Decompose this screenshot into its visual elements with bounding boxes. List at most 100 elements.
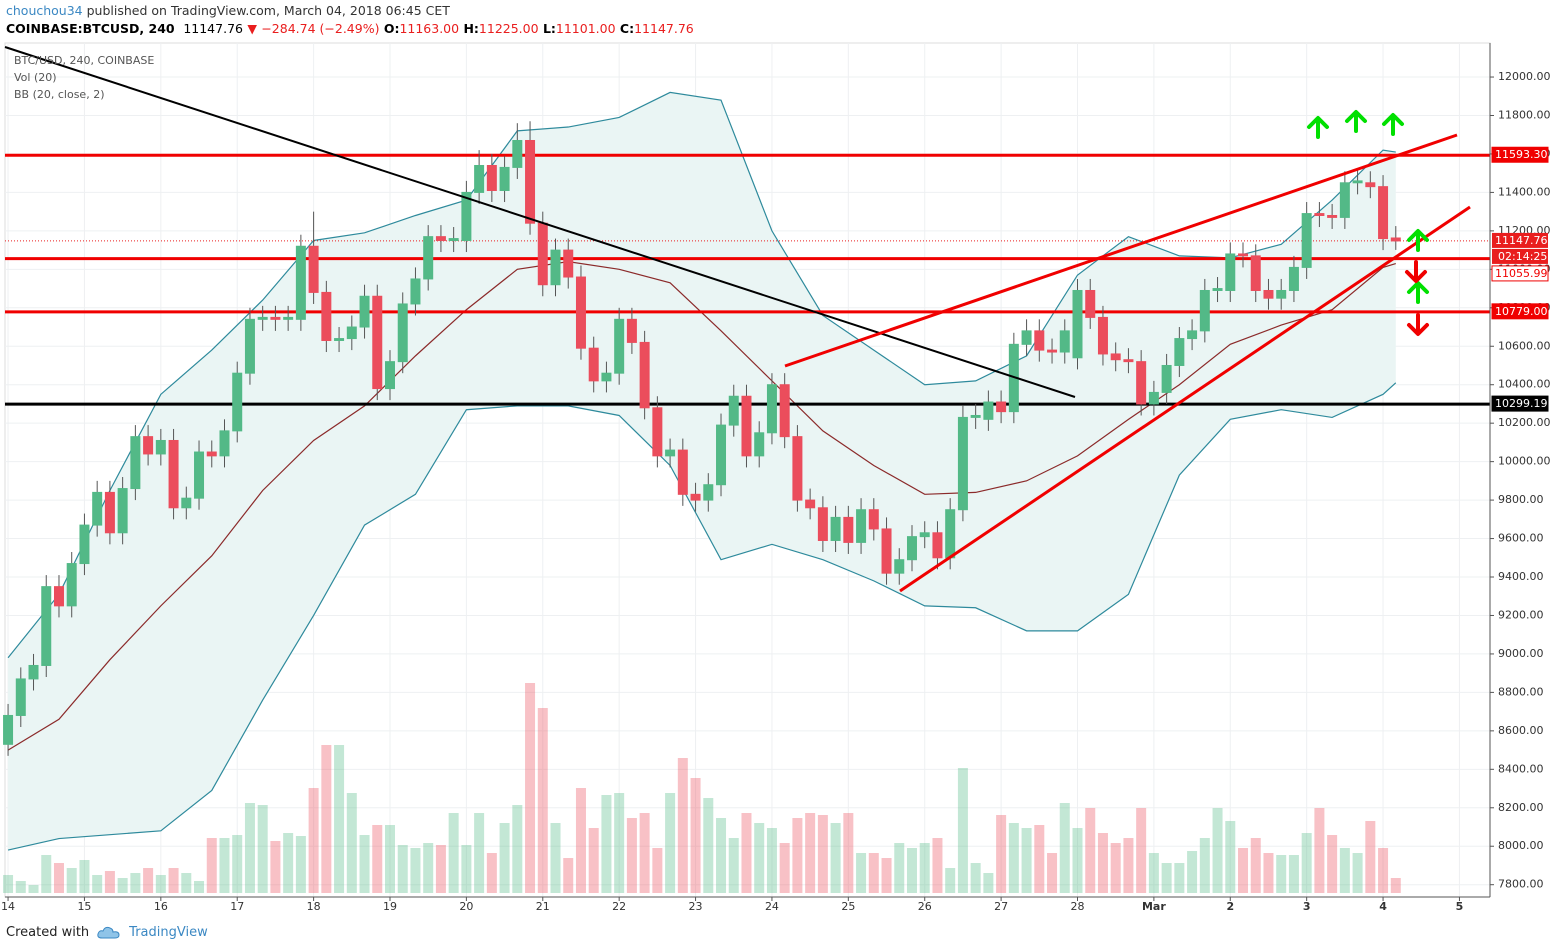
candle-body — [1288, 266, 1299, 291]
volume-bar — [1339, 848, 1350, 893]
candle-body — [181, 497, 192, 509]
trend-line — [784, 133, 1458, 368]
volume-bar — [295, 836, 306, 893]
volume-bar — [92, 875, 103, 893]
candle-body — [550, 249, 561, 286]
candle-body — [868, 509, 879, 530]
volume-bar — [283, 833, 294, 893]
ohlc-value: 11147.76 — [634, 21, 694, 36]
x-tick-label: Mar — [1142, 900, 1166, 913]
x-tick-label: 24 — [765, 900, 779, 913]
countdown: 02:14:25 — [1498, 250, 1547, 263]
arrows — [1307, 110, 1429, 336]
candle-body — [1327, 214, 1338, 218]
brand[interactable]: TradingView — [129, 925, 208, 940]
volume-bar — [206, 838, 217, 893]
candle-body — [117, 488, 128, 534]
volume-bar — [168, 868, 179, 893]
y-tick-label: 12000.00 — [1498, 70, 1551, 83]
y-tick-label: 11400.00 — [1498, 185, 1551, 198]
volume-bar — [741, 813, 752, 893]
level-label: 10299.19 — [1495, 397, 1548, 410]
trend-lines — [4, 46, 1471, 593]
candle-body — [1212, 288, 1223, 291]
volume-bar — [130, 873, 141, 893]
volume-bar — [754, 823, 765, 893]
candle-body — [53, 586, 64, 607]
volume-bar — [906, 848, 917, 893]
volume-bar — [766, 828, 777, 893]
candle-body — [1059, 330, 1070, 353]
y-tick-label: 9000.00 — [1498, 647, 1544, 660]
x-tick-label: 25 — [841, 900, 855, 913]
volume-bar — [716, 818, 727, 893]
level-box — [1491, 146, 1549, 163]
chart-title: BTC/USD, 240, COINBASE — [14, 54, 154, 67]
candle-body — [474, 164, 485, 193]
candle-body — [626, 318, 637, 343]
level-box — [1491, 265, 1549, 282]
candle-body — [1136, 361, 1147, 405]
candle-body — [219, 430, 230, 457]
author[interactable]: chouchou34 — [6, 3, 83, 18]
volume-bar — [779, 843, 790, 893]
volume-bar — [321, 745, 332, 893]
candle-body — [716, 424, 727, 486]
candle-body — [41, 586, 52, 666]
volume-bar — [1136, 808, 1147, 893]
candle-body — [1365, 182, 1376, 188]
candle-body — [168, 439, 179, 509]
candle-body — [66, 563, 77, 607]
candle-body — [1378, 186, 1389, 240]
band-line — [7, 382, 1397, 851]
last-price-box — [1492, 232, 1548, 248]
y-tick-label: 9800.00 — [1498, 493, 1544, 506]
volume-bar — [1110, 843, 1121, 893]
x-tick-label: 15 — [77, 900, 91, 913]
candle-body — [894, 559, 905, 574]
candle-body — [448, 238, 459, 241]
candle-body — [830, 516, 841, 541]
ohlc-value: 11101.00 — [555, 21, 616, 36]
volume-bar — [932, 838, 943, 893]
change: −284.74 (−2.49%) — [261, 21, 380, 36]
volume-bar — [1352, 853, 1363, 893]
candle-body — [843, 516, 854, 543]
volume-bar — [3, 875, 14, 893]
candle-body — [79, 524, 90, 565]
candle-body — [1276, 289, 1287, 299]
x-tick-label: 19 — [383, 900, 397, 913]
candle-body — [308, 245, 319, 293]
volume-bar — [1008, 823, 1019, 893]
y-tick-label: 10200.00 — [1498, 416, 1551, 429]
volume-bar — [830, 823, 841, 893]
volume-bar — [996, 815, 1007, 893]
volume-bar — [372, 825, 383, 893]
candle-body — [754, 432, 765, 457]
volume-bar — [270, 841, 281, 893]
y-tick-label: 8200.00 — [1498, 801, 1544, 814]
created-with: Created with — [6, 925, 90, 940]
volume-bar — [1212, 808, 1223, 893]
candle-body — [435, 236, 446, 241]
volume-bar — [143, 868, 154, 893]
candle-body — [906, 536, 917, 561]
volume-bar — [881, 858, 892, 893]
candle-body — [1352, 180, 1363, 184]
volume-bar — [575, 788, 586, 893]
volume-bar — [499, 823, 510, 893]
candle-body — [3, 714, 14, 745]
y-tick-label: 8800.00 — [1498, 685, 1544, 698]
band-area — [8, 92, 1396, 851]
down-arrow — [1407, 313, 1429, 336]
candle-body — [779, 384, 790, 438]
candle-body — [283, 316, 294, 320]
candle-body — [588, 347, 599, 382]
candle-body — [104, 491, 115, 534]
candle-body — [1034, 330, 1045, 351]
volume-bar — [1327, 835, 1338, 893]
volume-bar — [677, 758, 688, 893]
band-middle — [7, 261, 1396, 751]
volume-bar — [1021, 828, 1032, 893]
candle-body — [805, 499, 816, 509]
